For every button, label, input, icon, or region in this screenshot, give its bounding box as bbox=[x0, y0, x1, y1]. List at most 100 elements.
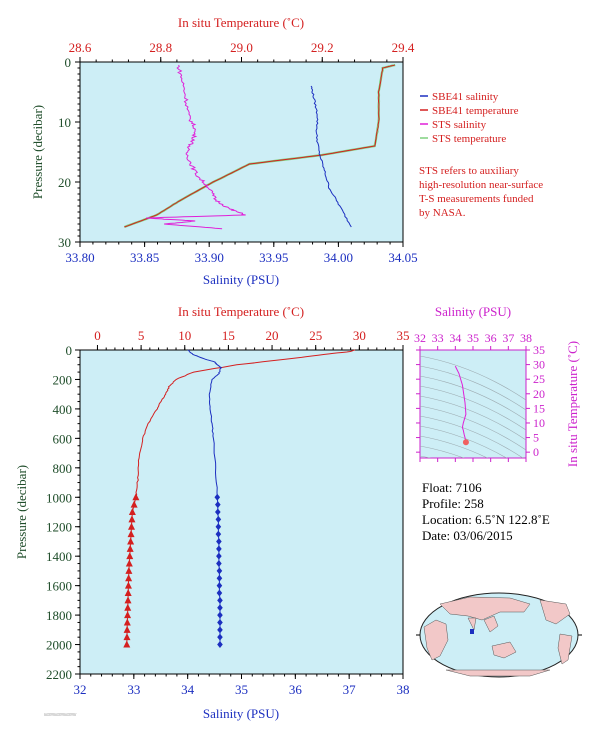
ts-contour-line bbox=[420, 395, 526, 441]
salinity-diamond-marker bbox=[217, 641, 223, 649]
salinity-diamond-marker bbox=[216, 560, 222, 568]
legend-item-label: SBE41 salinity bbox=[432, 91, 499, 103]
ts-contour-line bbox=[420, 415, 524, 458]
legend-item-label: SBE41 temperature bbox=[432, 105, 519, 117]
bottom-temperature-line bbox=[135, 349, 356, 498]
temperature-triangle-marker bbox=[127, 537, 135, 545]
ts-sal-title: Salinity (PSU) bbox=[435, 304, 511, 319]
bottom-pres-tick-label: 400 bbox=[53, 402, 73, 417]
bottom-pres-tick-label: 2200 bbox=[46, 667, 72, 682]
ts-temp-tick-label: 5 bbox=[533, 431, 539, 445]
salinity-diamond-marker bbox=[216, 589, 223, 597]
salinity-diamond-marker bbox=[216, 552, 222, 560]
bottom-sal-tick-label: 32 bbox=[74, 682, 87, 697]
info-profile: Profile: 258 bbox=[422, 496, 484, 511]
ts-contour-line bbox=[420, 435, 489, 458]
salinity-diamond-marker bbox=[217, 596, 223, 604]
ts-deep-cluster-marker bbox=[462, 439, 469, 446]
temperature-triangle-marker bbox=[125, 566, 133, 574]
salinity-diamond-marker bbox=[216, 567, 223, 575]
bottom-pres-tick-label: 200 bbox=[53, 372, 73, 387]
info-float: Float: 7106 bbox=[422, 480, 482, 495]
top-pres-tick-label: 10 bbox=[58, 115, 71, 130]
top-axes-group: 28.6 28.8 29.0 29.2 29.4 33.80 33.85 33.90 33.95… bbox=[58, 40, 418, 265]
bottom-pres-tick-label: 1200 bbox=[46, 520, 72, 535]
top-sal-tick-label: 33.85 bbox=[130, 250, 159, 265]
bottom-axes-group: 0 5 10 15 20 25 30 35 32 33 34 35 36 37 38 0 200 400 600 80… bbox=[46, 328, 410, 697]
bottom-pres-axis-title: Pressure (decibar) bbox=[14, 465, 29, 559]
legend-note-line: high-resolution near-surface bbox=[419, 179, 543, 191]
temperature-triangle-marker bbox=[126, 552, 134, 560]
temperature-triangle-marker bbox=[123, 640, 131, 648]
salinity-diamond-marker bbox=[217, 618, 223, 626]
bottom-temp-tick-label: 10 bbox=[178, 328, 191, 343]
info-location: Location: 6.5˚N 122.8˚E bbox=[422, 512, 550, 527]
bottom-temp-tick-label: 5 bbox=[138, 328, 145, 343]
ts-sal-tick-label: 34 bbox=[449, 331, 461, 345]
bottom-pres-tick-label: 2000 bbox=[46, 638, 72, 653]
salinity-diamond-marker bbox=[217, 611, 223, 619]
top-temp-tick-label: 29.0 bbox=[230, 40, 253, 55]
ts-sal-tick-label: 38 bbox=[520, 331, 532, 345]
bottom-sal-tick-label: 33 bbox=[127, 682, 140, 697]
bottom-salinity-line bbox=[187, 349, 223, 498]
salinity-diamond-marker bbox=[217, 604, 223, 612]
top-sal-axis-title: Salinity (PSU) bbox=[203, 272, 279, 287]
legend-item-label: STS salinity bbox=[432, 119, 487, 131]
map-land-eurasia bbox=[439, 596, 531, 621]
temperature-triangle-marker bbox=[124, 589, 132, 596]
temperature-triangle-marker bbox=[128, 515, 136, 523]
legend-note-line: T-S measurements funded bbox=[419, 193, 534, 205]
top-sal-tick-label: 34.00 bbox=[324, 250, 353, 265]
footer-stamp: ///////////////////////////// bbox=[44, 712, 77, 717]
salinity-diamond-marker bbox=[216, 537, 222, 545]
temperature-triangle-marker bbox=[124, 611, 132, 619]
salinity-diamond-marker bbox=[215, 515, 222, 523]
temperature-triangle-marker bbox=[125, 574, 133, 582]
top-sal-tick-label: 34.05 bbox=[388, 250, 417, 265]
temperature-triangle-marker bbox=[128, 522, 136, 530]
ts-temp-tick-label: 35 bbox=[533, 343, 545, 357]
location-map bbox=[416, 592, 582, 678]
salinity-diamond-marker bbox=[215, 501, 221, 509]
temperature-triangle-marker bbox=[127, 530, 135, 538]
ts-contour-line bbox=[420, 385, 526, 431]
legend-note-line: by NASA. bbox=[419, 207, 466, 219]
info-date: Date: 03/06/2015 bbox=[422, 528, 513, 543]
legend-item-label: STS temperature bbox=[432, 133, 506, 145]
map-land-samerica bbox=[557, 633, 573, 665]
map-land-australia bbox=[491, 641, 517, 659]
legend: SBE41 salinity SBE41 temperature STS salin… bbox=[420, 91, 519, 145]
salinity-diamond-marker bbox=[216, 545, 222, 553]
map-land-india bbox=[467, 617, 477, 631]
salinity-diamond-marker bbox=[215, 523, 222, 531]
bottom-pres-tick-label: 800 bbox=[53, 461, 73, 476]
ts-sal-tick-label: 36 bbox=[485, 331, 497, 345]
ts-contour-line bbox=[420, 365, 526, 411]
salinity-diamond-marker bbox=[215, 508, 221, 516]
temperature-triangle-marker bbox=[123, 618, 131, 626]
temperature-triangle-marker bbox=[125, 559, 133, 567]
bottom-temp-tick-label: 0 bbox=[94, 328, 101, 343]
temperature-triangle-marker bbox=[132, 493, 140, 501]
ts-density-contours bbox=[420, 355, 526, 458]
ts-temp-tick-label: 10 bbox=[533, 416, 545, 430]
temperature-triangle-marker bbox=[128, 508, 136, 515]
map-float-marker bbox=[470, 629, 474, 634]
bottom-temp-axis-title: In situ Temperature (˚C) bbox=[178, 304, 304, 319]
ts-sal-tick-label: 32 bbox=[414, 331, 426, 345]
bottom-temp-tick-label: 35 bbox=[397, 328, 410, 343]
ts-contour-line bbox=[420, 375, 526, 421]
bottom-temp-tick-label: 25 bbox=[309, 328, 322, 343]
bottom-pres-tick-label: 600 bbox=[53, 431, 73, 446]
bottom-pres-tick-label: 1400 bbox=[46, 549, 72, 564]
bottom-pres-tick-label: 1000 bbox=[46, 490, 72, 505]
legend-note: STS refers to auxiliary high-resolution n… bbox=[419, 165, 543, 219]
temperature-triangle-marker bbox=[123, 625, 131, 633]
temperature-triangle-marker bbox=[123, 633, 131, 641]
top-plot-area bbox=[79, 61, 404, 243]
temperature-triangle-marker bbox=[124, 603, 132, 611]
bottom-temp-tick-label: 15 bbox=[222, 328, 235, 343]
top-sbe41-salinity-line bbox=[310, 85, 352, 228]
